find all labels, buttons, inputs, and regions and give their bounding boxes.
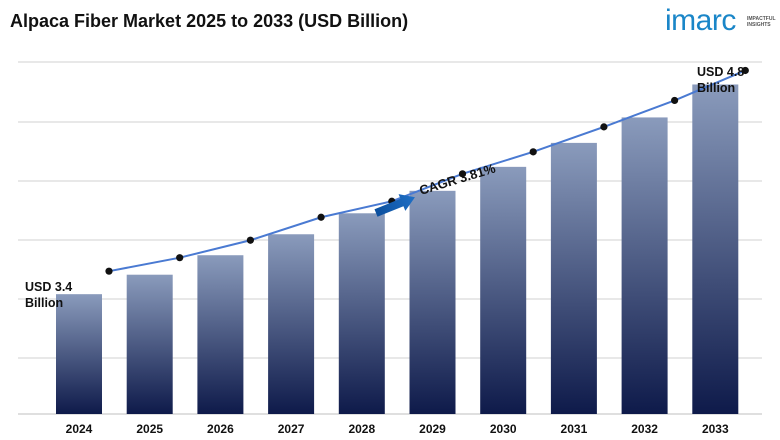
cagr-arrow (374, 194, 415, 217)
trend-line (105, 66, 749, 275)
x-tick-label: 2029 (419, 422, 446, 436)
bar-2031 (550, 142, 597, 414)
bar-2030 (480, 166, 527, 414)
logo-tagline: IMPACTFUL INSIGHTS (747, 16, 776, 28)
x-tick-label: 2028 (348, 422, 375, 436)
bar-2024 (56, 294, 102, 414)
x-tick-label: 2033 (702, 422, 729, 436)
trend-marker (600, 123, 608, 131)
bar-2027 (268, 234, 315, 414)
x-tick-label: 2027 (278, 422, 305, 436)
trend-marker (105, 267, 113, 275)
trend-marker (317, 213, 325, 221)
logo-wordmark: imarc (665, 4, 736, 37)
x-tick-labels: 2024 2025 2026 2027 2028 2029 2030 2031 2032 2033 (66, 422, 729, 436)
start-value-label-line: USD 3.4 (25, 280, 72, 294)
bar-2032 (621, 117, 668, 415)
end-value-label-line: USD 4.8 (697, 65, 744, 79)
bar-2033 (692, 84, 739, 415)
bar-2028 (338, 213, 385, 414)
trend-line-path (108, 69, 746, 273)
bar-2026 (197, 255, 244, 414)
end-value-label-line: Billion (697, 81, 735, 95)
trend-marker (741, 66, 749, 75)
start-value-label: USD 3.4 Billion (25, 280, 72, 310)
trend-marker (671, 96, 679, 105)
bars (56, 84, 739, 415)
trend-marker (529, 148, 537, 156)
trend-marker (176, 254, 184, 262)
trend-marker (246, 236, 254, 244)
chart-title: Alpaca Fiber Market 2025 to 2033 (USD Bi… (10, 11, 409, 31)
imarc-logo: imarc IMPACTFUL INSIGHTS (665, 4, 776, 40)
end-value-label: USD 4.8 Billion (697, 65, 744, 95)
trend-marker (458, 170, 467, 178)
x-tick-label: 2032 (631, 422, 658, 436)
x-tick-label: 2024 (66, 422, 93, 436)
bar-2029 (409, 190, 456, 414)
bar-2025 (126, 274, 173, 414)
x-tick-label: 2026 (207, 422, 234, 436)
cagr-arrow-shape (374, 194, 415, 217)
x-tick-label: 2030 (490, 422, 517, 436)
x-tick-label: 2025 (136, 422, 163, 436)
start-value-label-line: Billion (25, 296, 63, 310)
x-tick-label: 2031 (561, 422, 588, 436)
